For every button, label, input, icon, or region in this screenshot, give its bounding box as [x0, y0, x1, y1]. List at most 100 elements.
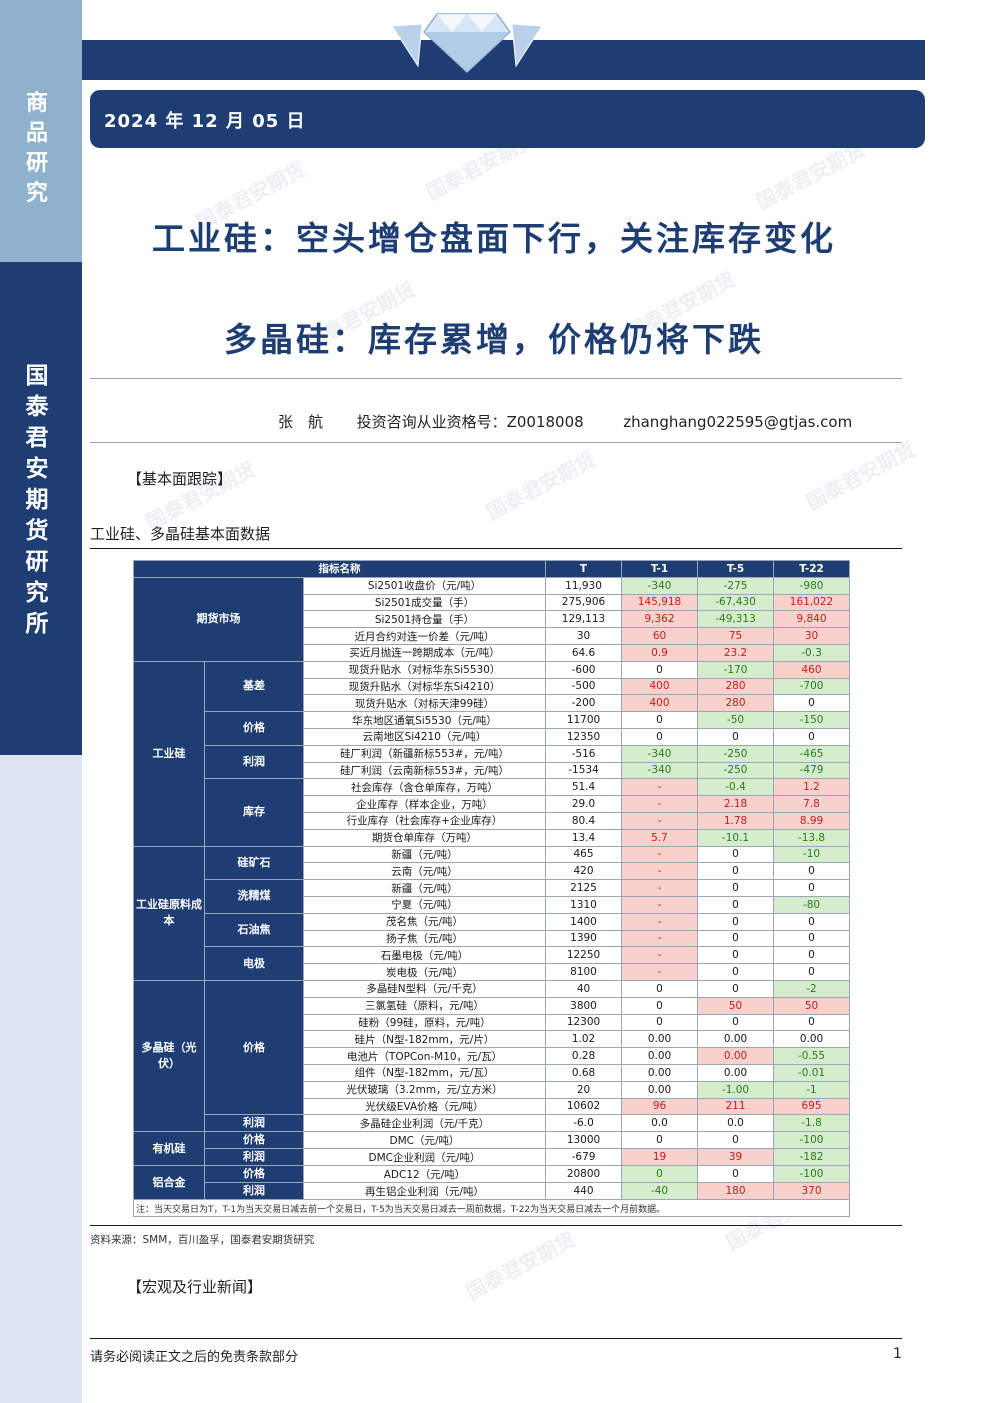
value-t1: -	[621, 929, 699, 948]
indicator-name: 多晶硅企业利润（元/千克）	[302, 1114, 547, 1133]
main-title: 工业硅：空头增仓盘面下行，关注库存变化	[152, 219, 836, 258]
value-t: 12350	[545, 727, 623, 746]
group-label: 工业硅	[133, 660, 205, 847]
value-t1: 0.00	[621, 1030, 699, 1049]
value-t: 0.28	[545, 1047, 623, 1065]
value-t1: 400	[621, 694, 699, 713]
sidebar-institute-label: 国泰君安期货研究所	[25, 362, 49, 637]
sub-title: 多晶硅：库存累增，价格仍将下跌	[224, 320, 764, 359]
table-row: 行业库存（社会库存+企业库存） 80.4-1.78 8.99	[134, 811, 851, 830]
table-row: 利润 多晶硅企业利润（元/千克） -6.0 0.0 0.0 -1.8	[134, 1114, 851, 1133]
value-t1: 0	[621, 711, 699, 729]
value-t: -1534	[545, 761, 623, 780]
sidebar-category-label: 商品研究	[25, 90, 48, 206]
sidebar-top-band: 商品研究	[0, 0, 82, 262]
author-line: 张 航 投资咨询从业资格号：Z0018008 zhanghang022595@g…	[278, 411, 852, 432]
value-t22: 0	[773, 963, 851, 981]
value-t22: 0	[773, 862, 851, 881]
indicator-name: 茂名焦（元/吨）	[302, 912, 547, 931]
date-bar: 2024 年 12 月 05 日	[90, 90, 925, 148]
table-row: 近月合约对连一价差（元/吨） 30 60 75 30	[134, 627, 851, 645]
value-t22: 695	[773, 1097, 851, 1116]
value-t1: -40	[621, 1182, 699, 1201]
value-t5: 0	[697, 912, 775, 931]
table-row: 硅片（N型-182mm，元/片） 1.02 0.00 0.00 0.00	[134, 1030, 851, 1049]
value-t1: 0.9	[621, 643, 699, 662]
table-header-row: 指标名称 T T-1 T-5 T-22	[132, 560, 851, 578]
table-row: 期货仓单库存（万吨） 13.4 5.7 -10.1 -13.8	[134, 828, 851, 847]
value-t22: 0	[773, 727, 851, 746]
diamond-logo-icon	[391, 13, 543, 74]
value-t22: -980	[773, 576, 851, 595]
value-t1: -340	[621, 761, 699, 780]
table-row: 三氯氢硅（原料，元/吨） 3800 0 50 50	[134, 996, 851, 1015]
value-t: 30	[545, 627, 623, 645]
value-t1: -340	[621, 576, 699, 595]
value-t22: 1.2	[773, 778, 851, 797]
value-t1: -	[621, 879, 699, 897]
indicator-name: 期货仓单库存（万吨）	[302, 828, 547, 847]
value-t1: -	[621, 912, 699, 931]
table-row: 现货升贴水（对标华东Si4210） -500 400 280 -700	[134, 677, 851, 696]
value-t5: 180	[697, 1182, 775, 1201]
value-t22: -700	[773, 677, 851, 696]
table-row: 买近月抛连一跨期成本（元/吨） 64.6 0.9 23.2 -0.3	[134, 643, 851, 662]
indicator-name: Si2501收盘价（元/吨）	[302, 576, 547, 595]
value-t1: -	[621, 946, 699, 965]
value-t22: -479	[773, 761, 851, 780]
value-t: -600	[545, 660, 623, 679]
value-t: 64.6	[545, 643, 623, 662]
value-t5: 0.00	[697, 1063, 775, 1082]
subgroup-label: 洗精煤	[204, 879, 304, 914]
value-t: 29.0	[545, 795, 623, 813]
author-name: 张 航	[278, 413, 324, 431]
value-t5: 0	[697, 879, 775, 897]
table-title: 工业硅、多晶硅基本面数据	[90, 525, 271, 543]
value-t22: -0.3	[773, 643, 851, 662]
indicator-name: 现货升贴水（对标天津99硅）	[302, 694, 547, 713]
value-t22: 0	[773, 912, 851, 931]
value-t1: 60	[621, 627, 699, 645]
table-row: 电池片（TOPCon-M10，元/瓦） 0.28 0.00 0.00 -0.55	[134, 1047, 851, 1065]
value-t1: -	[621, 795, 699, 813]
value-t22: 9,840	[773, 610, 851, 629]
table-row: 扬子焦（元/吨） 1390-0 0	[134, 929, 851, 948]
value-t5: 0	[697, 1131, 775, 1150]
disclaimer-link[interactable]: 请务必阅读正文之后的免责条款部分	[90, 1350, 299, 1365]
table-row: 洗精煤 新疆（元/吨） 2125-0 0	[134, 879, 851, 914]
header-t5: T-5	[697, 560, 775, 578]
value-t5: -170	[697, 660, 775, 679]
value-t5: -250	[697, 744, 775, 763]
indicator-name: 硅厂利润（新疆新标553#，元/吨）	[302, 744, 547, 763]
value-t: 0.68	[545, 1063, 623, 1082]
table-row: 石油焦 茂名焦（元/吨） 1400-0 0	[134, 912, 851, 948]
subgroup-label: 硅矿石	[204, 845, 304, 881]
sidebar-institute-band: 国泰君安期货研究所	[0, 262, 82, 755]
indicator-name: 宁夏（元/吨）	[302, 895, 547, 914]
value-t5: 280	[697, 677, 775, 696]
value-t1: 0.0	[621, 1114, 699, 1133]
value-t5: 1.78	[697, 811, 775, 830]
fundamentals-table: 指标名称 T T-1 T-5 T-22 期货市场 Si2501收盘价（元/吨） 11…	[132, 560, 851, 1218]
value-t5: 0	[697, 862, 775, 881]
indicator-name: 社会库存（含仓单库存，万吨）	[302, 778, 547, 797]
value-t: -679	[545, 1148, 623, 1167]
table-row: 库存 社会库存（含仓单库存，万吨） 51.4- -0.4 1.2	[134, 778, 851, 847]
value-t1: -	[621, 862, 699, 881]
table-row: 价格 华东地区通氧Si5530（元/吨） 11700 0 -50 -150	[134, 711, 851, 746]
value-t22: -1.8	[773, 1114, 851, 1133]
value-t: 51.4	[545, 778, 623, 797]
value-t1: 0	[621, 660, 699, 679]
sidebar: 商品研究 国泰君安期货研究所	[0, 0, 82, 1403]
value-t22: -182	[773, 1148, 851, 1167]
value-t22: 161,022	[773, 593, 851, 612]
value-t22: 0	[773, 879, 851, 897]
value-t5: -50	[697, 711, 775, 729]
value-t1: 145,918	[621, 593, 699, 612]
value-t1: 0.00	[621, 1047, 699, 1065]
value-t22: 460	[773, 660, 851, 679]
group-label: 铝合金	[133, 1165, 205, 1201]
header-band	[82, 40, 925, 80]
author-email[interactable]: zhanghang022595@gtjas.com	[623, 413, 853, 431]
value-t: 13.4	[545, 828, 623, 847]
